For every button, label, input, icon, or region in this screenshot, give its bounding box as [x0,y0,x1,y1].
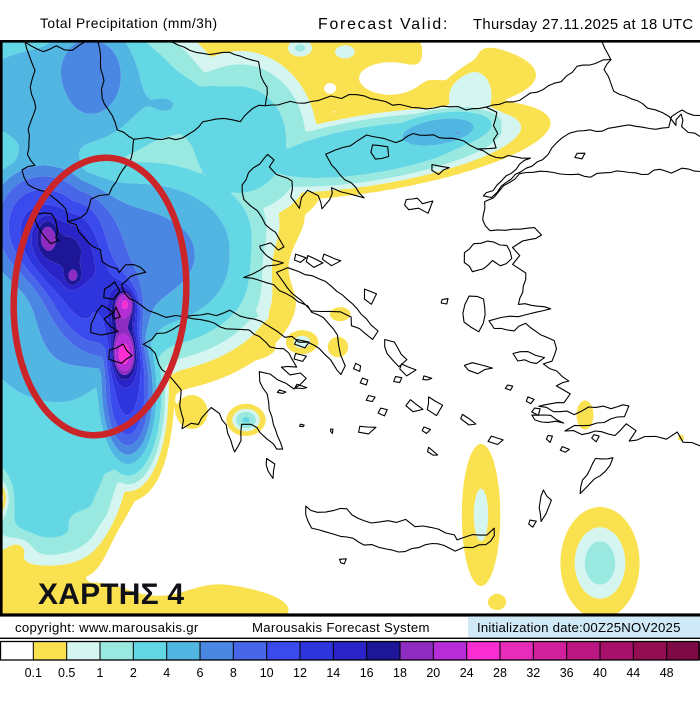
svg-text:28: 28 [493,666,507,680]
svg-text:1: 1 [97,666,104,680]
svg-text:10: 10 [260,666,274,680]
svg-text:8: 8 [230,666,237,680]
svg-text:Total Precipitation (mm/3h): Total Precipitation (mm/3h) [40,16,218,31]
svg-text:12: 12 [293,666,307,680]
svg-text:16: 16 [360,666,374,680]
svg-text:18: 18 [393,666,407,680]
svg-text:40: 40 [593,666,607,680]
svg-text:14: 14 [326,666,340,680]
svg-text:32: 32 [526,666,540,680]
svg-text:6: 6 [197,666,204,680]
svg-text:0.1: 0.1 [25,666,42,680]
svg-text:44: 44 [626,666,640,680]
svg-text:48: 48 [660,666,674,680]
svg-text:Initialization date:00Z25NOV20: Initialization date:00Z25NOV2025 [477,620,681,635]
svg-text:Forecast Valid:: Forecast Valid: [318,16,449,33]
svg-text:Thursday 27.11.2025 at 18 UTC: Thursday 27.11.2025 at 18 UTC [473,17,693,33]
svg-text:36: 36 [560,666,574,680]
svg-text:Marousakis Forecast System: Marousakis Forecast System [252,620,430,635]
svg-text:20: 20 [426,666,440,680]
svg-text:2: 2 [130,666,137,680]
svg-text:4: 4 [163,666,170,680]
svg-text:24: 24 [460,666,474,680]
svg-text:ΧΑΡΤΗΣ 4: ΧΑΡΤΗΣ 4 [38,578,184,611]
svg-text:copyright: www.marousakis.gr: copyright: www.marousakis.gr [15,620,199,635]
svg-text:0.5: 0.5 [58,666,75,680]
